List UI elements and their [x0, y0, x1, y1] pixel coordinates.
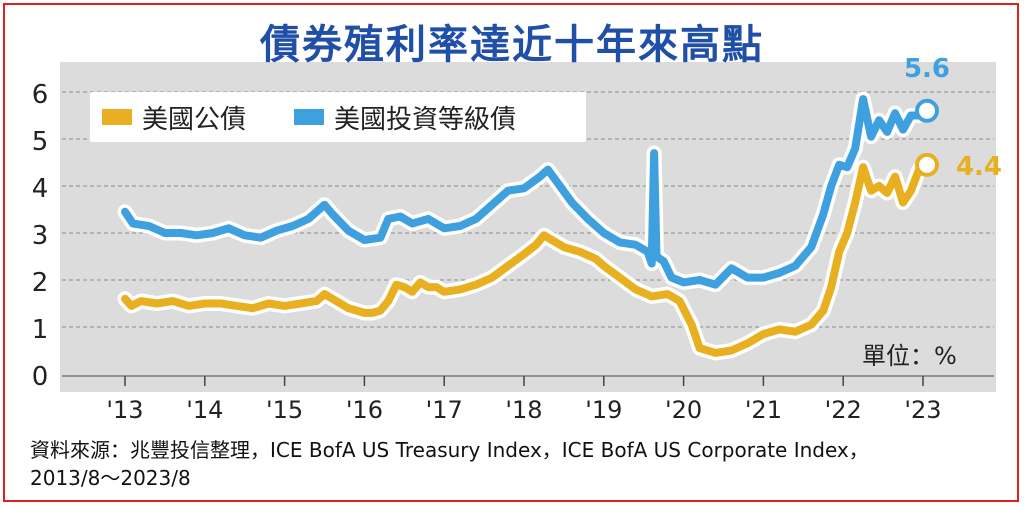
end-value-label: 4.4 — [956, 152, 1002, 182]
x-tick-label: '14 — [186, 396, 223, 424]
end-marker — [914, 98, 939, 123]
x-tick-label: '21 — [745, 396, 782, 424]
x-tick-label: '20 — [665, 396, 702, 424]
x-tick-label: '16 — [346, 396, 383, 424]
x-tick-label: '15 — [266, 396, 303, 424]
series-line-treasury — [121, 160, 931, 357]
series-line-corporate — [121, 95, 931, 289]
x-tick-label: '18 — [505, 396, 542, 424]
legend-swatch-treasury — [102, 109, 132, 125]
x-tick-label: '23 — [904, 396, 941, 424]
end-marker — [914, 152, 939, 177]
y-tick-label: 0 — [32, 362, 49, 392]
legend-label-corporate: 美國投資等級債 — [334, 104, 517, 135]
x-tick-label: '13 — [106, 396, 143, 424]
legend-swatch-corporate — [294, 109, 325, 125]
unit-label: 單位：% — [862, 342, 957, 370]
x-tick-label: '22 — [825, 396, 862, 424]
legend-item-treasury: 美國公債 — [102, 99, 246, 136]
legend: 美國公債 美國投資等級債 — [90, 92, 586, 142]
x-tick-label: '17 — [426, 396, 463, 424]
x-tick-label: '19 — [585, 396, 622, 424]
legend-item-corporate: 美國投資等級債 — [294, 99, 516, 136]
end-value-label: 5.6 — [904, 54, 950, 84]
source-line-2: 2013/8～2023/8 — [30, 466, 191, 490]
y-tick-label: 3 — [32, 221, 49, 251]
y-tick-label: 1 — [32, 315, 49, 345]
chart-title: 債券殖利率達近十年來高點 — [260, 22, 764, 68]
y-tick-label: 2 — [32, 268, 49, 298]
source-line-1: 資料來源：兆豐投信整理，ICE BofA US Treasury Index，I… — [30, 438, 869, 462]
y-tick-label: 5 — [32, 127, 49, 157]
y-tick-label: 6 — [32, 80, 49, 110]
legend-label-treasury: 美國公債 — [142, 104, 247, 135]
source-note: 資料來源：兆豐投信整理，ICE BofA US Treasury Index，I… — [30, 436, 990, 492]
y-tick-label: 4 — [32, 174, 49, 204]
